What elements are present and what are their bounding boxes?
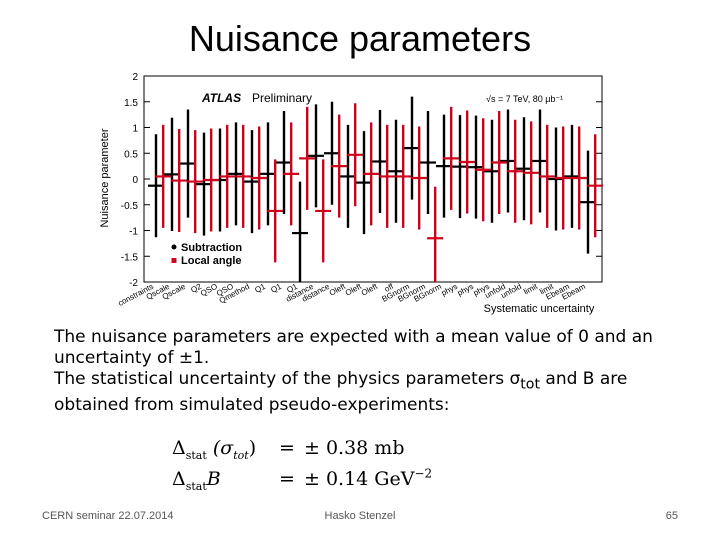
- formula-row-b: ΔstatB = ± 0.14 GeV−2: [172, 467, 432, 497]
- atlas-brand: ATLAS: [201, 91, 241, 105]
- formula-block: Δstat (σtot) = ± 0.38 mb ΔstatB = ± 0.14 GeV…: [172, 437, 432, 497]
- legend-marker-subtraction: [171, 244, 177, 250]
- x-category-label: Oleft: [360, 281, 380, 297]
- close-paren: ): [248, 437, 257, 459]
- body-line-1: The nuisance parameters are expected wit…: [54, 327, 653, 368]
- y-tick-label: 1.5: [124, 98, 138, 109]
- preliminary-label: Preliminary: [252, 91, 312, 105]
- body-text: The nuisance parameters are expected wit…: [54, 327, 664, 416]
- y-tick-label: 0: [132, 175, 138, 186]
- legend-label-subtraction: Subtraction: [181, 242, 242, 254]
- slide-title: Nuisance parameters: [188, 18, 532, 59]
- footer-event: CERN seminar 22.07.2014: [42, 510, 174, 522]
- body-line-2-prefix: The statistical uncertainty of the physi…: [54, 369, 521, 389]
- y-tick-label: -1.5: [121, 252, 139, 263]
- formula-value-2-exp: −2: [414, 467, 433, 481]
- delta-symbol: Δ: [172, 468, 186, 491]
- equals-sign: =: [279, 468, 295, 491]
- formula-value-2-prefix: ± 0.14 GeV: [304, 468, 415, 491]
- legend: Subtraction Local angle: [171, 242, 242, 267]
- formula-lhs-b: ΔstatB: [172, 468, 270, 493]
- formula-lhs-sigma: Δstat (σtot): [172, 437, 270, 462]
- sigma-symbol: (σ: [212, 437, 234, 459]
- y-tick-label: -2: [129, 278, 138, 289]
- legend-label-local-angle: Local angle: [181, 255, 242, 267]
- energy-luminosity-label: √s = 7 TeV, 80 μb⁻¹: [486, 94, 563, 104]
- footer-page-number: 65: [665, 510, 678, 522]
- y-tick-label: -1: [129, 227, 138, 238]
- legend-marker-local-angle: [171, 258, 177, 263]
- equals-sign: =: [279, 437, 295, 459]
- y-tick-label: 0.5: [124, 149, 138, 160]
- y-tick-label: 2: [132, 72, 138, 83]
- stat-sub: stat: [185, 480, 207, 494]
- y-tick-label: -0.5: [121, 201, 139, 212]
- formula-row-sigma: Δstat (σtot) = ± 0.38 mb: [172, 437, 432, 467]
- body-line-2-suffix: and B are obtained from simulated pseudo…: [54, 369, 628, 416]
- tot-sub: tot: [233, 448, 249, 462]
- y-axis-label: Nuisance parameter: [99, 128, 111, 227]
- x-axis-label: Systematic uncertainty: [484, 303, 595, 315]
- x-category-label: Q1: [269, 282, 283, 295]
- x-category-label: limit: [522, 281, 539, 296]
- nuisance-parameter-chart: 21.510.50-0.5-1-1.5-2 constraintsQscaleQ…: [99, 72, 604, 315]
- y-tick-label: 1: [132, 124, 138, 135]
- body-line-2-sub: tot: [520, 376, 540, 393]
- body-line-2: The statistical uncertainty of the physi…: [54, 369, 664, 416]
- formula-value-1: ± 0.38 mb: [304, 437, 405, 459]
- series-local-angle: [155, 103, 604, 282]
- formula-value-2: ± 0.14 GeV−2: [304, 467, 433, 491]
- footer-author: Hasko Stenzel: [324, 510, 396, 522]
- delta-symbol: Δ: [172, 437, 186, 459]
- x-category-label: Q1: [253, 282, 267, 295]
- data-series: [148, 96, 604, 282]
- series-subtraction: [148, 96, 596, 282]
- b-symbol: B: [206, 468, 221, 491]
- y-axis-ticks: 2 1.5 1 0.5 0 -0.5 -1 -1.5 -2: [121, 72, 602, 289]
- stat-sub: stat: [185, 448, 207, 462]
